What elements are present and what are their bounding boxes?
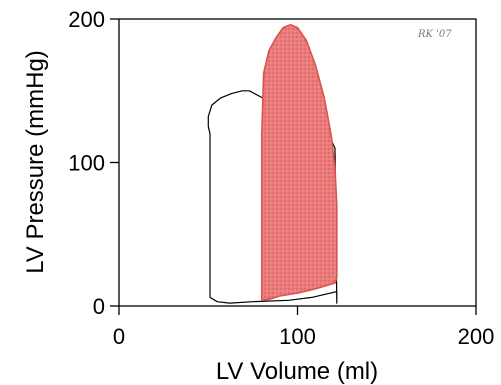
ticks-layer: 0 100 200 0 100 200 xyxy=(68,7,494,349)
y-tick-label-1: 100 xyxy=(68,151,105,176)
y-tick-label-0: 0 xyxy=(93,294,105,319)
x-tick-label-2: 200 xyxy=(458,324,495,349)
signature: RK '07 xyxy=(417,29,452,40)
y-axis-title: LV Pressure (mmHg) xyxy=(22,50,49,274)
x-tick-label-0: 0 xyxy=(113,324,125,349)
pv-loop-2 xyxy=(261,23,338,302)
x-axis-title: LV Volume (ml) xyxy=(216,358,378,385)
series-layer xyxy=(207,23,338,304)
x-tick-label-1: 100 xyxy=(279,324,316,349)
y-tick-label-2: 200 xyxy=(68,7,105,32)
